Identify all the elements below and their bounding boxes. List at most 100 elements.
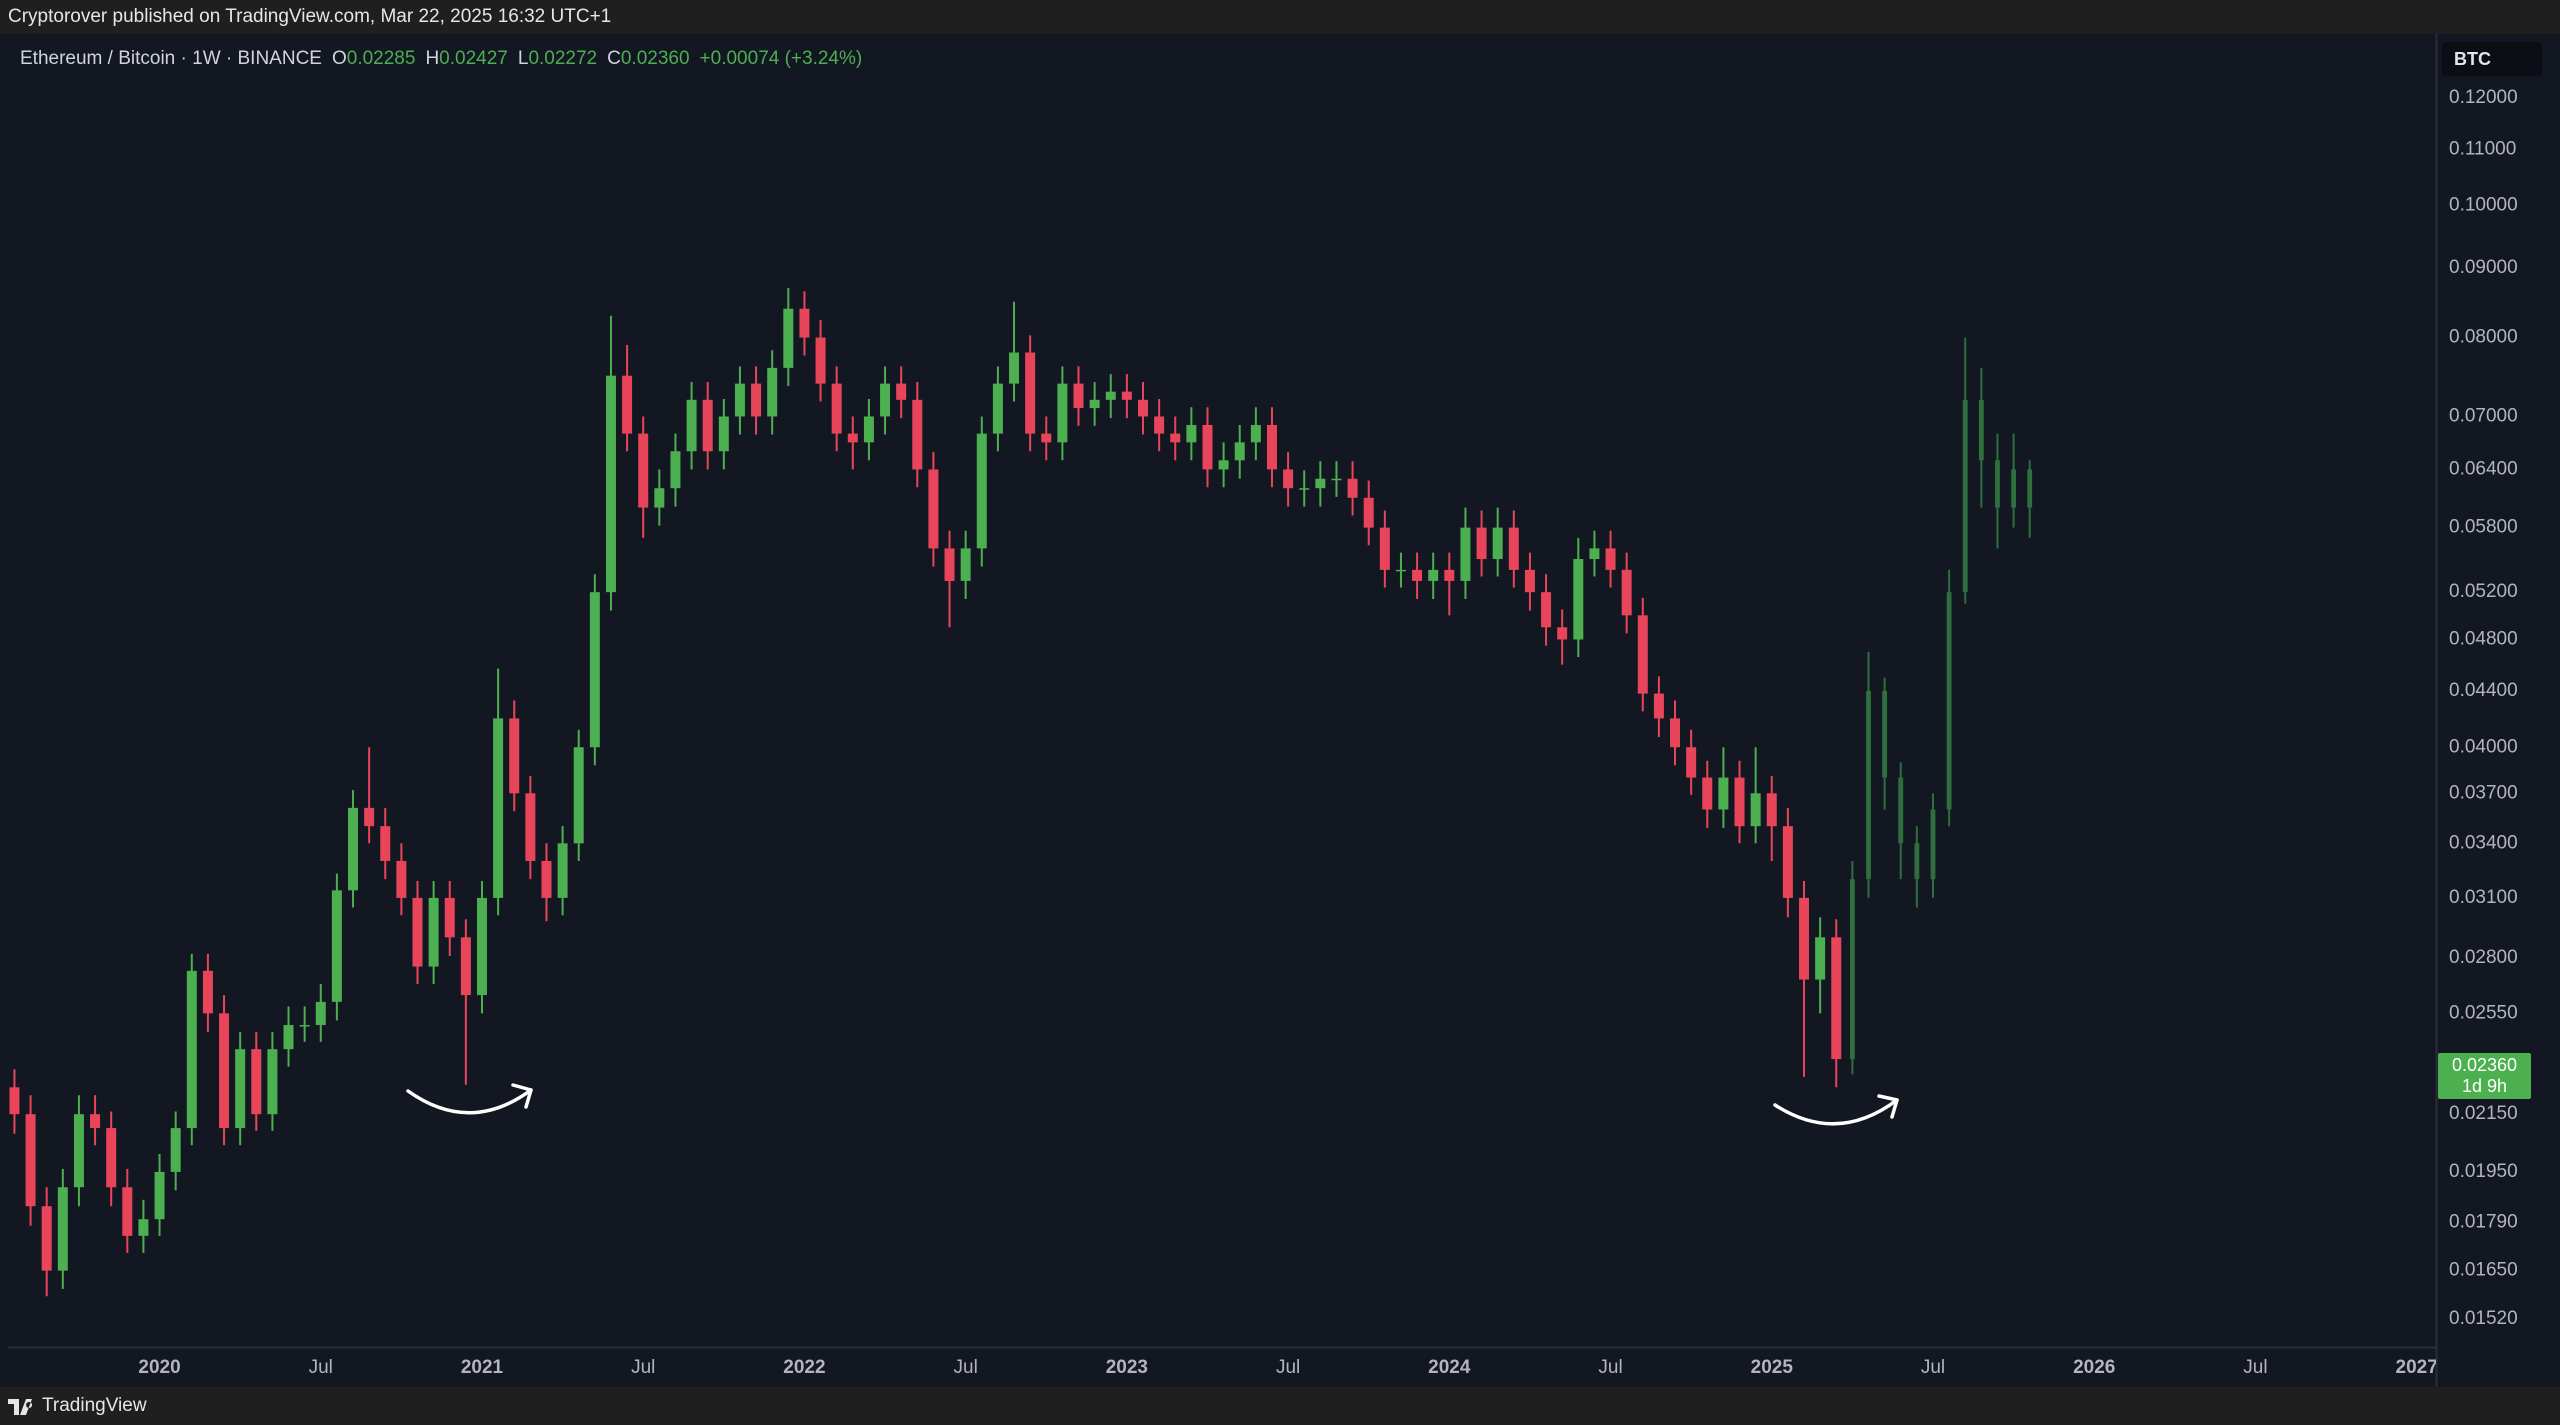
y-tick-label: 0.03400	[2449, 832, 2518, 853]
candle-body	[267, 1049, 278, 1115]
candle-body	[41, 1206, 52, 1271]
x-tick-label: 2024	[1428, 1357, 1471, 1378]
candle-body	[2027, 469, 2033, 508]
candle-body	[170, 1128, 181, 1172]
candle-body	[1686, 747, 1697, 778]
candle-body	[1930, 809, 1936, 880]
price-tag-price: 0.02360	[2451, 1055, 2518, 1075]
candle-body	[1234, 442, 1245, 461]
candle-body	[1782, 826, 1793, 898]
x-tick-label: Jul	[309, 1357, 333, 1378]
candle-body	[767, 367, 778, 417]
candle-body	[493, 718, 504, 898]
candle-body	[1866, 690, 1871, 880]
y-tick-label: 0.07000	[2449, 405, 2518, 426]
candle-body	[1347, 478, 1358, 498]
candle-body	[1962, 399, 1968, 593]
candle-body	[799, 308, 810, 338]
candle-body	[2011, 469, 2017, 508]
candle-body	[444, 897, 455, 938]
y-tick-label: 0.03700	[2449, 782, 2518, 803]
candle-body	[1995, 460, 2000, 508]
candle-body	[912, 399, 923, 470]
price-tag-countdown: 1d 9h	[2461, 1076, 2508, 1096]
ohlc-label: L	[517, 48, 529, 69]
candle-body	[1766, 793, 1777, 827]
y-tick-label: 0.01790	[2449, 1212, 2518, 1233]
candle-body	[1025, 352, 1036, 434]
currency-button[interactable]: BTC	[2442, 42, 2542, 76]
y-tick-label: 0.02550	[2449, 1002, 2518, 1023]
candle-body	[751, 383, 762, 417]
y-tick-label: 0.09000	[2449, 257, 2518, 278]
candle-body	[1799, 897, 1810, 980]
candle-body	[1202, 424, 1213, 470]
candle-body	[1412, 569, 1423, 581]
candle-body	[1460, 527, 1471, 581]
annotation-arrow	[1773, 1098, 1899, 1126]
candle-body	[605, 375, 616, 593]
x-tick-label: 2021	[461, 1357, 504, 1378]
candle-body	[541, 860, 552, 898]
x-tick-label: 2020	[138, 1357, 180, 1378]
footer-brand: TradingView	[42, 1395, 147, 1416]
candle-body	[25, 1114, 36, 1207]
candle-body	[670, 451, 681, 489]
candle-body	[1218, 460, 1229, 470]
candle-body	[57, 1187, 68, 1271]
candle-body	[315, 1001, 326, 1026]
candle-body	[1186, 424, 1197, 443]
ohlc-value: 0.02427	[439, 48, 508, 69]
candle-body	[928, 469, 939, 549]
candle-body	[154, 1171, 165, 1220]
candle-body	[1914, 843, 1920, 880]
candle-body	[718, 416, 729, 452]
x-tick-label: 2023	[1106, 1357, 1148, 1378]
candle-body	[1041, 433, 1052, 443]
candle-body	[992, 383, 1003, 434]
candle-body	[1946, 592, 1952, 810]
candle-body	[1105, 391, 1116, 400]
logo	[8, 1399, 33, 1415]
candle-body	[622, 375, 633, 434]
y-tick-label: 0.04800	[2449, 628, 2518, 649]
candle-body	[863, 416, 874, 443]
candle-body	[1831, 937, 1842, 1060]
candle-body	[476, 897, 487, 996]
candle-body	[1315, 478, 1326, 489]
candle-body	[283, 1025, 294, 1050]
y-tick-label: 0.02800	[2449, 947, 2518, 968]
candle-body	[1653, 693, 1664, 719]
x-tick-label: 2025	[1751, 1357, 1794, 1378]
candle-body	[896, 383, 907, 400]
ohlc-item: C0.02360	[607, 46, 689, 72]
candle-body	[106, 1128, 117, 1188]
candle-body	[1815, 937, 1826, 980]
candle-body	[1621, 569, 1632, 616]
y-tick-label: 0.10000	[2449, 195, 2518, 216]
candle-body	[1138, 399, 1148, 417]
candle-body	[1009, 352, 1020, 384]
candle-body	[1428, 569, 1439, 581]
candle-body	[1331, 478, 1342, 481]
candle-body	[460, 937, 471, 996]
candle-body	[331, 890, 342, 1002]
candle-body	[1978, 399, 1984, 461]
ohlc-item: L0.02272	[518, 46, 597, 72]
x-tick-label: 2022	[783, 1357, 825, 1378]
ohlc-label: H	[425, 48, 440, 69]
candle-body	[1849, 879, 1855, 1060]
candle-body	[73, 1114, 84, 1188]
candle-body	[1557, 627, 1568, 640]
y-tick-label: 0.03100	[2449, 887, 2518, 908]
candle-body	[1476, 527, 1487, 560]
candle-body	[348, 807, 359, 891]
candle-body	[186, 970, 197, 1129]
candle-body	[1898, 777, 1904, 844]
y-tick-label: 0.01650	[2449, 1260, 2518, 1281]
y-tick-label: 0.04000	[2449, 736, 2518, 757]
y-tick-label: 0.02150	[2449, 1103, 2518, 1124]
candle-body	[573, 747, 584, 844]
candle-body	[1670, 718, 1681, 748]
